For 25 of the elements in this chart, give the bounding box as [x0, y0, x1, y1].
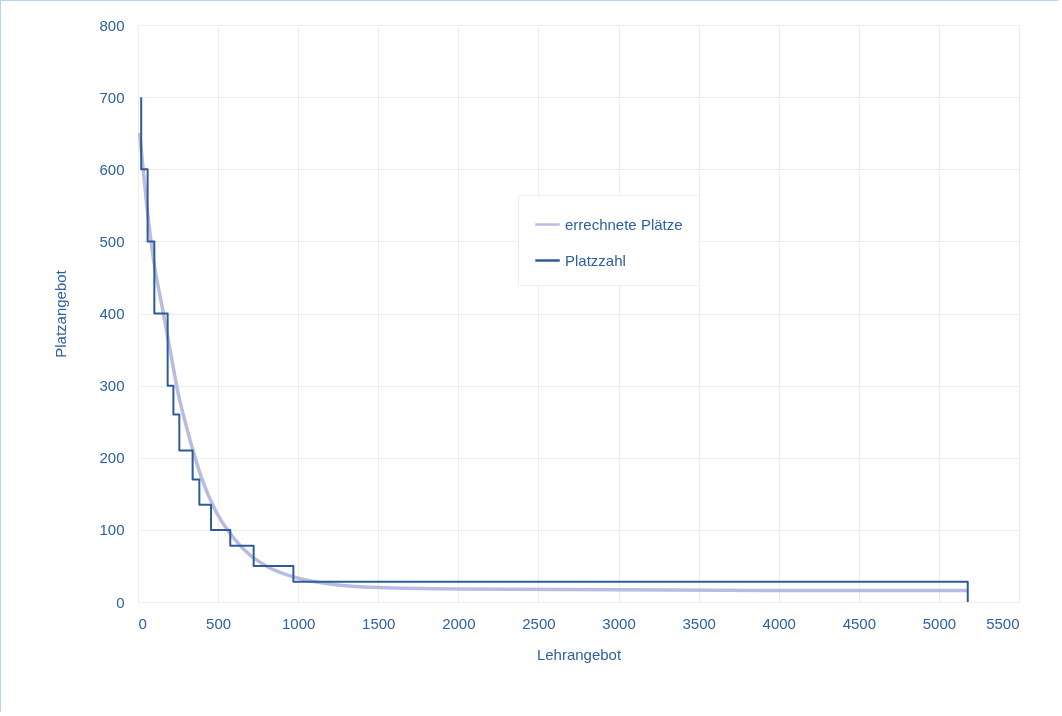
- x-tick-label: 5000: [922, 614, 957, 632]
- x-tick-label: 4000: [762, 614, 796, 632]
- x-tick-label: 0: [138, 614, 147, 632]
- y-tick-label: 700: [99, 88, 125, 106]
- x-tick-label: 3000: [602, 614, 636, 632]
- y-tick-label: 600: [99, 160, 125, 178]
- y-tick-label: 500: [99, 232, 125, 250]
- x-tick-label: 2500: [522, 614, 556, 632]
- x-tick-label: 3500: [682, 614, 716, 632]
- x-axis-title: Lehrangebot: [536, 645, 622, 663]
- y-tick-label: 200: [99, 449, 125, 467]
- x-tick-label: 5500: [986, 614, 1020, 632]
- y-tick-label: 400: [99, 305, 125, 322]
- legend-label: errechnete Plätze: [565, 215, 683, 233]
- y-tick-label: 800: [99, 16, 125, 34]
- legend-label: Platzzahl: [565, 251, 626, 269]
- x-tick-label: 1000: [281, 614, 316, 632]
- x-tick-label: 2000: [442, 614, 476, 632]
- x-tick-label: 500: [206, 614, 232, 632]
- y-tick-label: 0: [116, 593, 125, 611]
- x-tick-label: 4500: [842, 614, 877, 632]
- x-tick-label: 1500: [362, 614, 396, 632]
- y-tick-label: 300: [99, 377, 125, 395]
- y-axis-title: Platzangebot: [52, 269, 70, 358]
- y-tick-label: 100: [99, 521, 125, 539]
